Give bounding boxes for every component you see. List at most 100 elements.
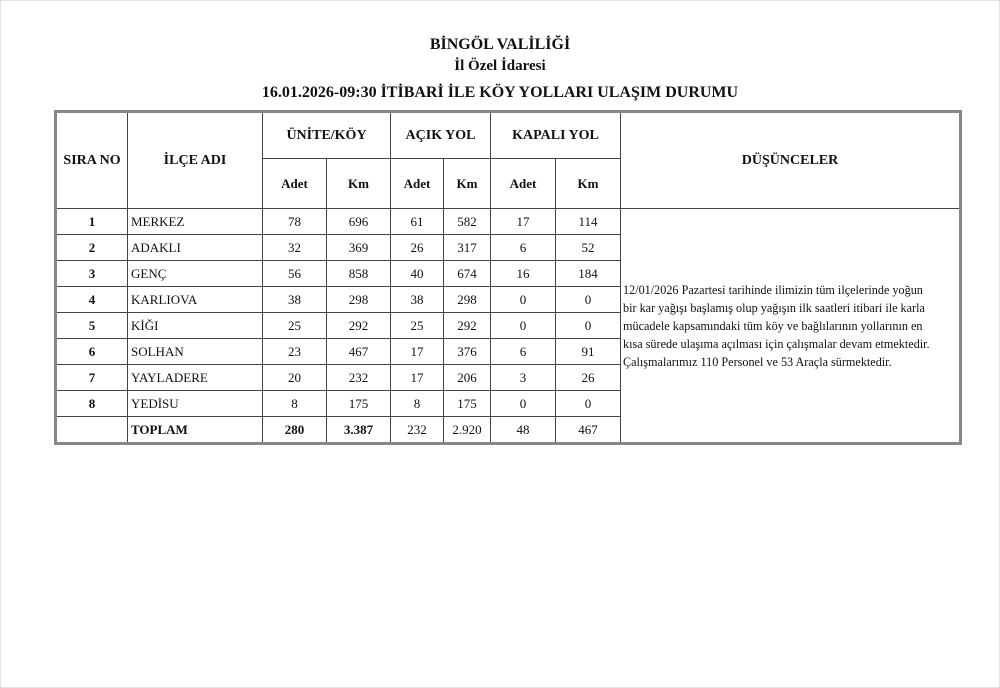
remarks-line: bir kar yağışı başlamış olup yağışın ilk…: [623, 300, 925, 315]
row-number: 7: [55, 364, 128, 391]
cell-u-adet: 23: [262, 338, 327, 365]
remarks-line: kısa sürede ulaşıma açılması için çalışm…: [623, 336, 930, 351]
header-dusunceler: DÜŞÜNCELER: [620, 111, 961, 209]
remarks-line: mücadele kapsamındaki tüm köy ve bağlıla…: [623, 318, 923, 333]
header-kapali-yol: KAPALI YOL: [490, 111, 621, 159]
header-acik-yol: AÇIK YOL: [390, 111, 491, 159]
table-row: 7 YAYLADERE 20 232 17 206 3 26: [55, 364, 961, 391]
cell-a-km: 292: [443, 312, 491, 339]
row-number: 6: [55, 338, 128, 365]
cell-u-adet: 56: [262, 260, 327, 287]
remarks-line: 12/01/2026 Pazartesi tarihinde ilimizin …: [623, 282, 923, 297]
cell-k-adet: 6: [490, 338, 556, 365]
cell-k-adet: 17: [490, 208, 556, 235]
district-name: YEDİSU: [127, 390, 263, 417]
total-u-km: 3.387: [326, 416, 391, 444]
cell-u-adet: 8: [262, 390, 327, 417]
header-acik-adet: Adet: [390, 158, 444, 209]
row-number: 3: [55, 260, 128, 287]
district-name: MERKEZ: [127, 208, 263, 235]
page-subtitle: İl Özel İdaresi: [454, 58, 546, 74]
cell-a-adet: 8: [390, 390, 444, 417]
total-a-km: 2.920: [443, 416, 491, 444]
report-title: 16.01.2026-09:30 İTİBARİ İLE KÖY YOLLARI…: [261, 84, 739, 101]
table-row: 2 ADAKLI 32 369 26 317 6 52: [55, 234, 961, 261]
page-title: BİNGÖL VALİLİĞİ: [429, 36, 571, 53]
table-row: 1 MERKEZ 78 696 61 582 17 114 12/01/2026 Pazarte…: [55, 208, 961, 444]
total-u-adet: 280: [262, 416, 327, 444]
cell-a-adet: 38: [390, 286, 444, 313]
cell-k-adet: 0: [490, 390, 556, 417]
cell-u-adet: 78: [262, 208, 327, 235]
cell-u-km: 369: [326, 234, 391, 261]
header-unite-koy: ÜNİTE/KÖY: [262, 111, 391, 159]
cell-a-adet: 40: [390, 260, 444, 287]
empty-cell: [55, 416, 128, 444]
cell-k-km: 52: [555, 234, 621, 261]
district-name: SOLHAN: [127, 338, 263, 365]
total-row: TOPLAM 280 3.387 232 2.920 48 467: [55, 416, 961, 444]
cell-u-km: 858: [326, 260, 391, 287]
cell-a-km: 376: [443, 338, 491, 365]
cell-a-adet: 17: [390, 338, 444, 365]
cell-a-km: 175: [443, 390, 491, 417]
table-row: 4 KARLIOVA 38 298 38 298 0 0: [55, 286, 961, 313]
header-unite-adet: Adet: [262, 158, 327, 209]
header-kapali-adet: Adet: [490, 158, 556, 209]
cell-k-km: 91: [555, 338, 621, 365]
row-number: 5: [55, 312, 128, 339]
cell-a-adet: 25: [390, 312, 444, 339]
row-number: 2: [55, 234, 128, 261]
cell-k-km: 0: [555, 390, 621, 417]
district-name: KİĞI: [127, 312, 263, 339]
cell-a-km: 582: [443, 208, 491, 235]
cell-k-km: 0: [555, 286, 621, 313]
cell-u-km: 292: [326, 312, 391, 339]
total-a-adet: 232: [390, 416, 444, 444]
total-k-km: 467: [555, 416, 621, 444]
cell-a-km: 298: [443, 286, 491, 313]
cell-k-adet: 0: [490, 286, 556, 313]
cell-u-km: 298: [326, 286, 391, 313]
total-label: TOPLAM: [127, 416, 263, 444]
cell-u-km: 232: [326, 364, 391, 391]
cell-u-adet: 32: [262, 234, 327, 261]
cell-k-km: 0: [555, 312, 621, 339]
header-kapali-km: Km: [555, 158, 621, 209]
total-k-adet: 48: [490, 416, 556, 444]
cell-k-adet: 0: [490, 312, 556, 339]
header-ilce-adi: İLÇE ADI: [127, 111, 263, 209]
district-name: ADAKLI: [127, 234, 263, 261]
cell-u-km: 175: [326, 390, 391, 417]
cell-a-adet: 26: [390, 234, 444, 261]
cell-a-adet: 61: [390, 208, 444, 235]
cell-k-adet: 6: [490, 234, 556, 261]
cell-k-adet: 16: [490, 260, 556, 287]
cell-a-km: 206: [443, 364, 491, 391]
district-name: YAYLADERE: [127, 364, 263, 391]
header-unite-km: Km: [326, 158, 391, 209]
header-acik-km: Km: [443, 158, 491, 209]
district-name: KARLIOVA: [127, 286, 263, 313]
district-name: GENÇ: [127, 260, 263, 287]
cell-a-km: 317: [443, 234, 491, 261]
cell-u-adet: 25: [262, 312, 327, 339]
row-number: 4: [55, 286, 128, 313]
remarks-line: Çalışmalarımız 110 Personel ve 53 Araçla…: [623, 354, 892, 369]
cell-u-adet: 20: [262, 364, 327, 391]
cell-a-km: 674: [443, 260, 491, 287]
header-sira-no: SIRA NO: [55, 111, 128, 209]
table-row: 6 SOLHAN 23 467 17 376 6 91: [55, 338, 961, 365]
remarks-cell: 12/01/2026 Pazartesi tarihinde ilimizin …: [620, 208, 961, 444]
cell-k-km: 184: [555, 260, 621, 287]
row-number: 8: [55, 390, 128, 417]
cell-u-adet: 38: [262, 286, 327, 313]
cell-a-adet: 17: [390, 364, 444, 391]
cell-u-km: 696: [326, 208, 391, 235]
table-row: 3 GENÇ 56 858 40 674 16 184: [55, 260, 961, 287]
cell-u-km: 467: [326, 338, 391, 365]
cell-k-adet: 3: [490, 364, 556, 391]
road-status-table: SIRA NO İLÇE ADI ÜNİTE/KÖY AÇIK YOL KAPA…: [54, 110, 962, 445]
cell-k-km: 26: [555, 364, 621, 391]
cell-k-km: 114: [555, 208, 621, 235]
